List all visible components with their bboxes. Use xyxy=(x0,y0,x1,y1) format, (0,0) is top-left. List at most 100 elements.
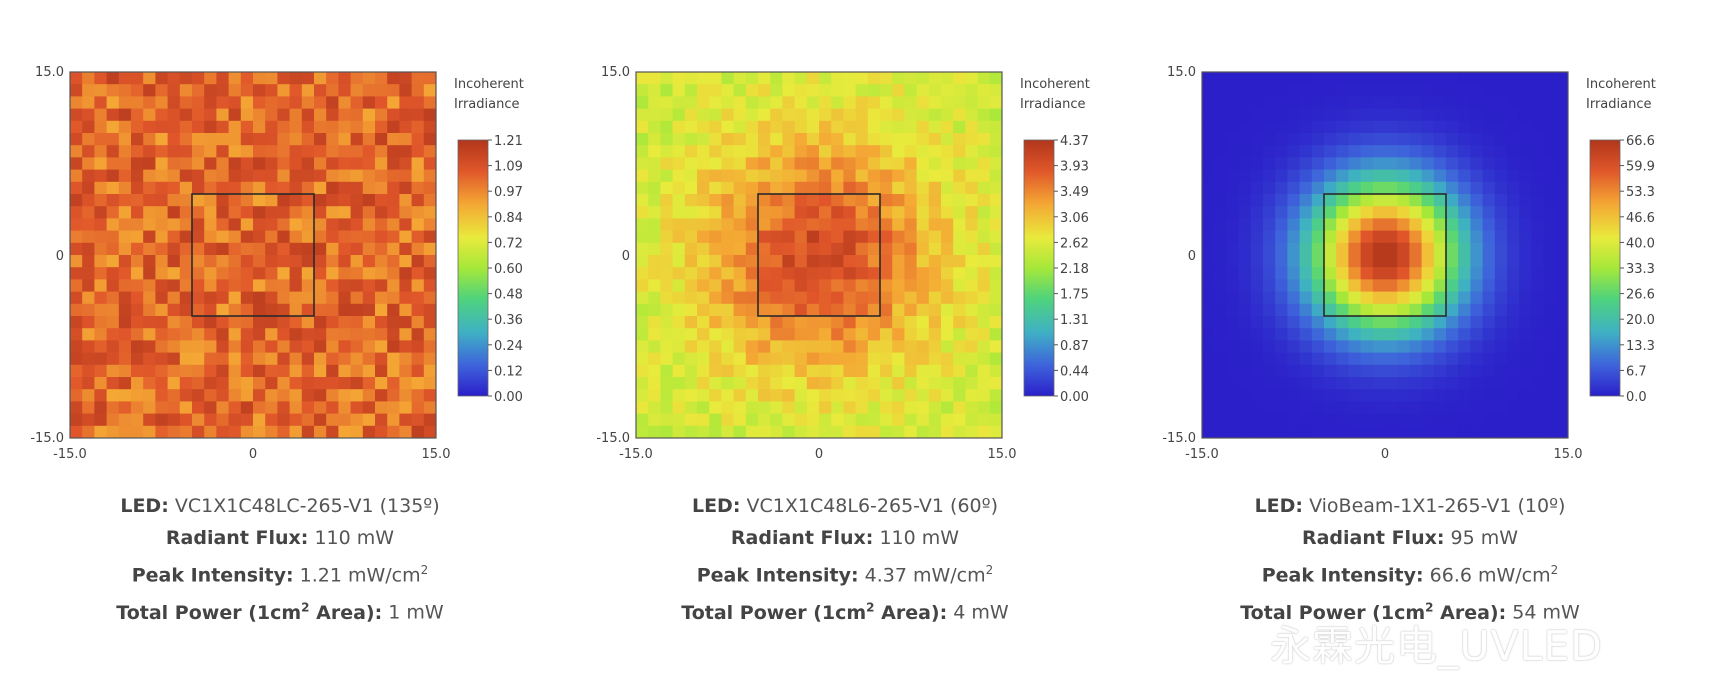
heatmap-cell xyxy=(155,230,168,244)
heatmap-cell xyxy=(880,377,893,390)
heatmap-cell xyxy=(697,352,710,366)
heatmap-cell xyxy=(82,72,95,85)
heatmap-cell xyxy=(1494,413,1508,427)
heatmap-cell xyxy=(1287,218,1300,231)
heatmap-cell xyxy=(1421,84,1435,97)
heatmap-cell xyxy=(892,425,905,439)
heatmap-cell xyxy=(118,120,132,134)
heatmap-cell xyxy=(770,145,783,158)
heatmap-cell xyxy=(143,303,156,317)
heatmap-cell xyxy=(253,413,266,427)
heatmap-cell xyxy=(989,255,1003,268)
heatmap-cell xyxy=(892,340,905,353)
heatmap-cell xyxy=(1214,84,1227,97)
heatmap-cell xyxy=(1324,72,1337,85)
heatmap-cell xyxy=(289,194,303,207)
heatmap-cell xyxy=(362,389,376,402)
colorbar-tick-label: 33.3 xyxy=(1626,262,1655,277)
heatmap-cell xyxy=(794,279,808,292)
heatmap-cell xyxy=(636,120,649,134)
heatmap-cell xyxy=(423,340,437,353)
heatmap-cell xyxy=(338,352,351,366)
heatmap-cell xyxy=(411,303,425,317)
heatmap-cell xyxy=(1299,328,1313,341)
colorbar-tick-label: 53.3 xyxy=(1626,185,1655,200)
heatmap-cell xyxy=(745,230,759,244)
heatmap-cell xyxy=(709,340,722,353)
heatmap-cell xyxy=(745,242,759,256)
heatmap-cell xyxy=(167,157,181,170)
heatmap-cell xyxy=(301,328,315,341)
heatmap-cell xyxy=(155,145,168,158)
heatmap-cell xyxy=(131,377,144,390)
heatmap-cell xyxy=(709,133,722,146)
heatmap-cell xyxy=(1421,72,1435,85)
heatmap-cell xyxy=(314,389,327,402)
heatmap-cell xyxy=(118,230,132,244)
heatmap-cell xyxy=(941,352,954,366)
heatmap-cell xyxy=(794,230,808,244)
heatmap-cell xyxy=(636,328,649,341)
heatmap-cell xyxy=(143,377,156,390)
heatmap-cell xyxy=(204,194,217,207)
heatmap-cell xyxy=(721,255,734,268)
heatmap-cell xyxy=(301,96,315,109)
heatmap-cell xyxy=(277,316,290,329)
heatmap-cell xyxy=(1287,230,1300,244)
heatmap-cell xyxy=(277,72,290,85)
heatmap-cell xyxy=(892,364,905,378)
heatmap-cell xyxy=(1238,425,1252,439)
heatmap-cell xyxy=(1287,108,1300,122)
colorbar-tick-label: 3.93 xyxy=(1060,160,1089,175)
center-area-box xyxy=(1323,193,1447,317)
heatmap-cell xyxy=(399,340,412,353)
heatmap-cell xyxy=(301,340,315,353)
heatmap-cell xyxy=(721,181,734,195)
heatmap-cell xyxy=(1458,352,1471,366)
heatmap-cell xyxy=(1372,352,1386,366)
heatmap-cell xyxy=(1494,157,1508,170)
heatmap-cell xyxy=(1555,84,1569,97)
heatmap-cell xyxy=(831,218,844,231)
heatmap-cell xyxy=(709,96,722,109)
heatmap-cell xyxy=(916,291,930,305)
heatmap-cell xyxy=(265,96,278,109)
heatmap-cell xyxy=(1287,401,1300,414)
heatmap-cell xyxy=(843,72,856,85)
heatmap-cell xyxy=(362,279,376,292)
heatmap-cell xyxy=(1360,291,1374,305)
heatmap-cell xyxy=(867,291,881,305)
chart-2-info: LED: VC1X1C48L6-265-V1 (60º) Radiant Flu… xyxy=(565,490,1125,629)
heatmap-cell xyxy=(1433,230,1447,244)
heatmap-cell xyxy=(314,72,327,85)
heatmap-cell xyxy=(1238,401,1252,414)
heatmap-cell xyxy=(253,157,266,170)
heatmap-cell xyxy=(904,84,917,97)
heatmap-cell xyxy=(1458,279,1471,292)
heatmap-cell xyxy=(1348,291,1361,305)
heatmap-cell xyxy=(350,230,364,244)
heatmap-cell xyxy=(1446,206,1459,219)
heatmap-cell xyxy=(1299,157,1313,170)
heatmap-cell xyxy=(167,242,181,256)
heatmap-cell xyxy=(1299,108,1313,122)
heatmap-cell xyxy=(758,181,771,195)
heatmap-cell xyxy=(1543,401,1557,414)
heatmap-cell xyxy=(928,120,942,134)
heatmap-cell xyxy=(362,316,376,329)
heatmap-cell xyxy=(411,242,425,256)
heatmap-cell xyxy=(721,303,734,317)
heatmap-cell xyxy=(1531,96,1544,109)
heatmap-cell xyxy=(782,340,795,353)
heatmap-cell xyxy=(179,120,193,134)
heatmap-cell xyxy=(265,242,278,256)
heatmap-cell xyxy=(684,267,698,280)
heatmap-cell xyxy=(636,169,649,183)
heatmap-cell xyxy=(648,145,661,158)
heatmap-cell xyxy=(1507,340,1520,353)
heatmap-cell xyxy=(289,169,303,183)
heatmap-cell xyxy=(709,364,722,378)
heatmap-cell xyxy=(977,194,991,207)
heatmap-cell xyxy=(277,133,290,146)
heatmap-cell xyxy=(301,108,315,122)
